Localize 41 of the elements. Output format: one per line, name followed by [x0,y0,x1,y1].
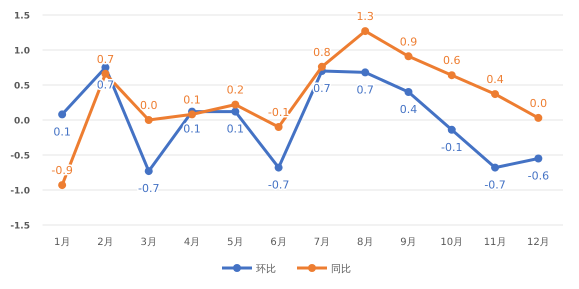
data-label: 0.9 [400,35,418,48]
x-tick-label: 9月 [400,237,417,248]
x-tick-label: 1月 [54,237,70,248]
data-label: 1.3 [356,10,374,24]
x-tick-label: 11月 [484,237,506,248]
data-label: 0.4 [486,73,504,86]
data-label: 0.8 [313,46,331,59]
data-label: 0.1 [183,93,201,106]
data-label: -0.1 [441,140,463,154]
data-label: 0.6 [443,54,461,68]
y-tick-label: -0.5 [10,152,30,162]
data-label: 0.1 [226,122,244,136]
data-label: 0.1 [183,122,201,136]
x-tick-label: 3月 [140,237,157,248]
data-label: 0.0 [530,96,548,110]
y-tick-label: -1.0 [10,186,30,196]
x-tick-label: 5月 [227,237,244,248]
data-label: 0.1 [53,125,71,138]
data-label: 0.7 [356,83,374,96]
data-label: 0.4 [400,103,418,116]
data-label: -0.7 [138,182,160,196]
x-tick-label: 2月 [97,237,114,248]
x-tick-label: 4月 [184,237,200,248]
data-label: 0.7 [96,52,114,66]
legend-label: 环比 [256,263,276,275]
x-tick-label: 12月 [526,237,550,248]
y-tick-label: 0.5 [14,82,30,92]
data-label: -0.7 [484,178,506,192]
data-label: -0.7 [268,178,290,192]
y-tick-label: 0.0 [14,116,30,126]
x-tick-label: 8月 [357,237,374,248]
x-tick-label: 6月 [270,237,287,248]
x-tick-label: 7月 [314,237,330,248]
y-tick-label: 1.5 [14,12,30,22]
legend-label: 同比 [331,263,351,275]
data-label: 0.0 [140,99,158,112]
data-label: 0.2 [226,84,244,97]
y-tick-label: -1.5 [10,222,30,232]
data-label: -0.6 [528,170,550,182]
y-tick-label: 1.0 [14,46,30,56]
x-tick-label: 10月 [440,237,464,248]
